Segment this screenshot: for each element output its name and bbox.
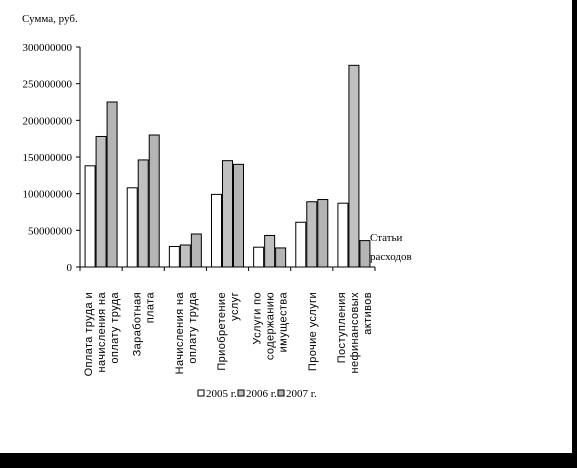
x-category-label: Приобретение — [216, 292, 228, 371]
bar — [148, 134, 160, 268]
y-tick-label: 50000000 — [28, 225, 73, 237]
y-tick-label: 200000000 — [23, 115, 73, 127]
x-category-label: содержанию — [265, 292, 277, 360]
legend-swatch — [277, 389, 285, 397]
bar — [222, 160, 233, 268]
x-category-label: Прочие услуги — [307, 292, 319, 371]
bar — [264, 234, 276, 268]
legend-swatch — [237, 389, 245, 397]
x-category-label: активов — [362, 292, 374, 335]
legend-label: 2007 г. — [286, 388, 317, 400]
y-tick-label: 0 — [67, 262, 73, 274]
bar — [359, 240, 371, 268]
x-category-label: Поступления — [336, 292, 348, 363]
x-category-label: Начисления на — [174, 292, 186, 375]
bar — [95, 135, 107, 268]
y-tick-label: 300000000 — [23, 42, 73, 54]
x-category-label: имущества — [278, 292, 290, 353]
bar — [126, 187, 138, 268]
y-tick-label: 250000000 — [23, 79, 73, 91]
bar — [168, 245, 180, 268]
legend-label: 2005 г. — [206, 388, 237, 400]
bar — [317, 199, 329, 268]
bar — [233, 163, 244, 268]
legend-swatch — [197, 389, 205, 397]
y-tick-label: 100000000 — [23, 189, 73, 201]
bar — [106, 101, 118, 268]
bar-chart: 0 50000000 100000000 150000000 200000000 2500… — [22, 13, 412, 400]
x-category-label: оплату труда — [187, 292, 199, 364]
bar — [137, 159, 149, 268]
x-category-label: плата — [145, 292, 157, 324]
x-category-label: нефинансовых — [349, 292, 361, 374]
chart-frame: 0 50000000 100000000 150000000 200000000 2500… — [0, 0, 572, 453]
bar — [211, 193, 222, 268]
x-category-label: Услуги по — [252, 292, 264, 345]
bar — [348, 64, 360, 268]
x-category-label: услуг — [229, 292, 241, 321]
y-tick-label: 150000000 — [23, 152, 73, 164]
bar — [84, 165, 96, 268]
bar — [295, 221, 307, 268]
bar — [337, 202, 349, 268]
x-axis-title: расходов — [370, 251, 412, 263]
bar — [179, 244, 191, 268]
x-category-label: оплату труда — [109, 292, 121, 364]
x-category-label: Оплата труда и — [83, 292, 95, 376]
y-axis-title: Сумма, руб. — [22, 13, 78, 25]
bar — [306, 201, 318, 268]
legend-label: 2006 г. — [246, 388, 277, 400]
bar — [275, 247, 287, 268]
x-category-label: начисления на — [96, 292, 108, 373]
bar — [253, 246, 265, 268]
bar — [190, 233, 202, 268]
x-axis-title: Статьи — [370, 232, 403, 244]
x-category-label: Заработная — [132, 292, 144, 356]
